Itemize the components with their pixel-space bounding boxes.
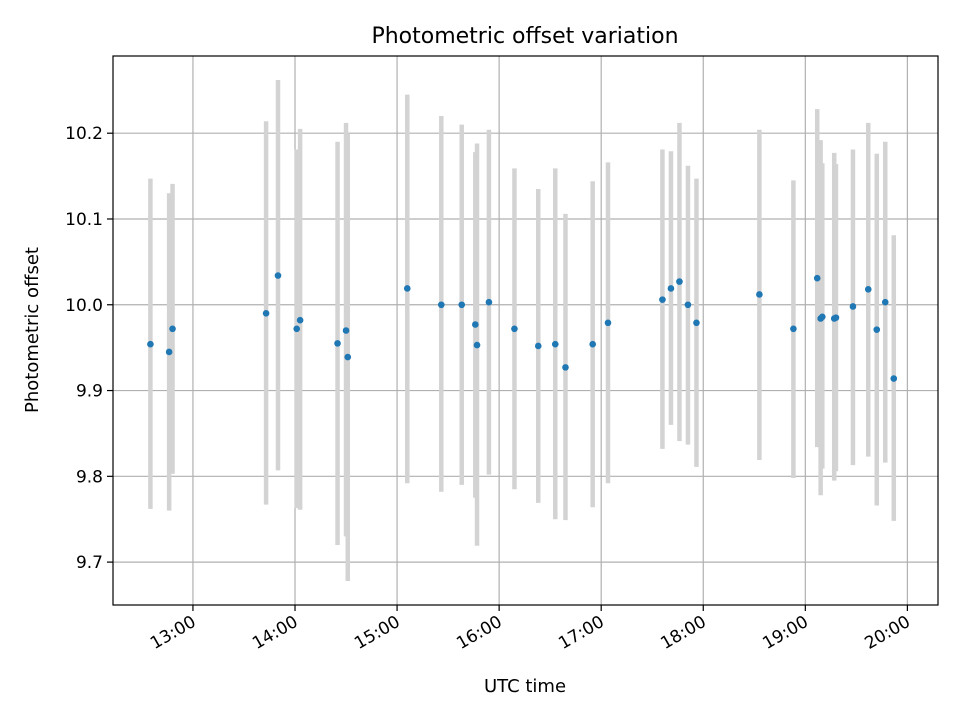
data-point: [403, 285, 411, 292]
data-point: [667, 285, 675, 292]
y-tick-label: 10.2: [65, 124, 103, 144]
data-point: [534, 342, 542, 350]
data-point: [169, 325, 176, 333]
data-point: [344, 353, 352, 361]
data-point: [165, 348, 173, 356]
grid: [113, 56, 938, 605]
data-point: [832, 314, 840, 321]
data-point: [604, 319, 612, 327]
data-point: [790, 325, 797, 333]
data-point: [849, 303, 857, 310]
data-point: [756, 291, 763, 298]
y-axis-ticks: 9.7 9.8 9.9 10.0 10.1 10.2: [65, 124, 113, 573]
data-point: [458, 301, 466, 309]
data-point: [147, 340, 154, 348]
data-point: [473, 341, 481, 349]
y-axis-label: Photometric offset: [22, 247, 43, 413]
data-point: [589, 340, 596, 348]
y-tick-label: 9.9: [76, 382, 103, 402]
y-tick-label: 10.1: [65, 210, 103, 230]
data-point: [676, 278, 683, 285]
data-point: [813, 274, 821, 282]
data-point: [873, 326, 881, 333]
data-point: [262, 310, 270, 317]
data-point: [293, 325, 301, 333]
data-point: [659, 296, 666, 303]
data-point: [684, 301, 692, 309]
y-tick-label: 9.8: [76, 467, 103, 487]
chart-title: Photometric offset variation: [371, 24, 678, 49]
data-point: [562, 364, 569, 371]
data-point: [334, 340, 341, 347]
data-points: [147, 272, 898, 382]
data-point: [551, 340, 559, 348]
data-point: [819, 313, 826, 321]
data-point: [296, 316, 304, 324]
plot-frame: [112, 55, 939, 606]
y-tick-label: 10.0: [65, 296, 103, 316]
data-point: [485, 298, 493, 306]
data-point: [437, 301, 445, 309]
x-axis-label: UTC time: [484, 676, 566, 697]
data-point: [274, 272, 282, 279]
data-point: [693, 319, 700, 327]
data-point: [472, 321, 479, 328]
data-point: [864, 286, 872, 293]
data-point: [511, 325, 518, 333]
data-point: [881, 298, 889, 306]
y-tick-label: 9.7: [76, 553, 103, 573]
data-point: [890, 375, 898, 382]
data-point: [342, 327, 350, 334]
